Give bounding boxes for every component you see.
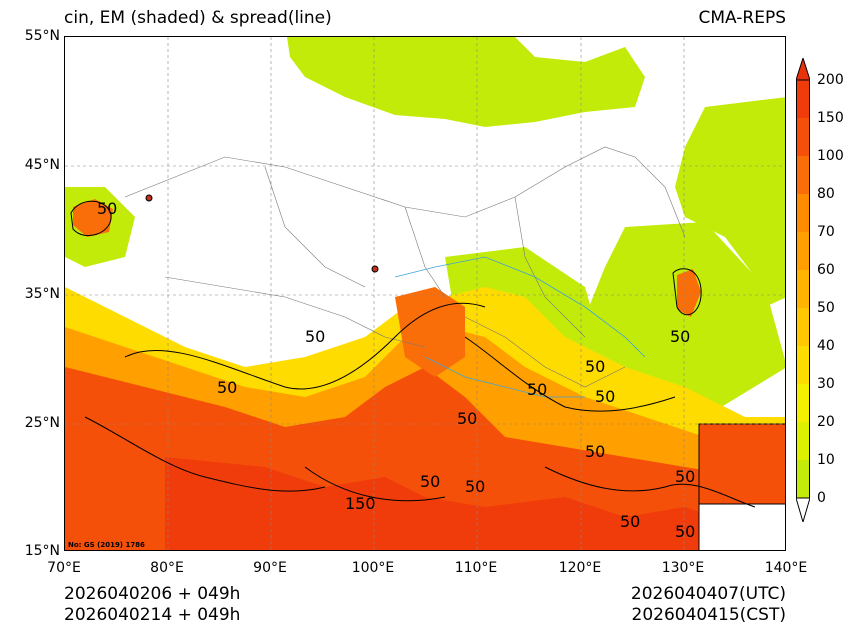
init-time-utc: 2026040206 + 049h (64, 584, 241, 604)
colorbar-band (796, 422, 810, 461)
contour-label: 50 (585, 357, 605, 376)
contour-label: 50 (675, 522, 695, 541)
contour-label: 50 (675, 467, 695, 486)
contour-label: 50 (620, 512, 640, 531)
map-panel[interactable]: 50 50 50 50 50 50 50 50 50 50 50 150 50 … (64, 36, 786, 551)
lon-label-110: 110°E (454, 560, 498, 576)
map-title: cin, EM (shaded) & spread(line) (64, 8, 332, 28)
cin-shade-korea (677, 269, 701, 317)
init-time-cst: 2026040214 + 049h (64, 605, 241, 625)
cin-shade-sea (585, 222, 785, 417)
colorbar-band (796, 80, 810, 119)
lat-label-15: 15°N (24, 543, 60, 559)
colorbar-tick-label: 60 (817, 262, 835, 278)
colorbar-under-arrow (796, 497, 810, 522)
valid-time-cst: 2026040415(CST) (631, 605, 786, 625)
inset-frame (698, 423, 785, 505)
colorbar-band (796, 232, 810, 271)
graticule (65, 37, 785, 550)
colorbar-tick-label: 30 (817, 376, 835, 392)
colorbar-band (796, 118, 810, 157)
lat-label-45: 45°N (24, 157, 60, 173)
colorbar-band (796, 384, 810, 423)
cin-shade-tianshan (73, 199, 113, 237)
station-marker (145, 194, 153, 202)
colorbar-tick-label: 10 (817, 452, 835, 468)
contour-label: 50 (585, 442, 605, 461)
colorbar-tick-label: 100 (817, 148, 844, 164)
colorbar-band (796, 270, 810, 309)
colorbar-tick-label: 70 (817, 224, 835, 240)
lat-label-25: 25°N (24, 415, 60, 431)
colorbar-band (796, 460, 810, 499)
lon-label-80: 80°E (150, 560, 184, 576)
lon-label-120: 120°E (558, 560, 602, 576)
rivers (394, 256, 646, 398)
colorbar-tick-label: 20 (817, 414, 835, 430)
colorbar-band (796, 346, 810, 385)
contour-label: 50 (420, 472, 440, 491)
contour-label: 50 (305, 327, 325, 346)
contour-label: 50 (97, 199, 117, 218)
colorbar-tick-label: 150 (817, 110, 844, 126)
model-name: CMA-REPS (698, 8, 786, 28)
colorbar-over-arrow (796, 58, 810, 81)
lat-label-55: 55°N (24, 28, 60, 44)
cin-shade-sichuan (395, 287, 465, 377)
colorbar-tick-label: 200 (817, 72, 844, 88)
colorbar-tick-label: 0 (817, 490, 826, 506)
map-copyright: No: GS (2019) 1786 (68, 541, 145, 549)
map-canvas: 50 50 50 50 50 50 50 50 50 50 50 150 50 … (65, 37, 785, 550)
spread-contours (70, 200, 756, 508)
lon-label-70: 70°E (47, 560, 81, 576)
lon-label-90: 90°E (253, 560, 287, 576)
colorbar-tick-label: 80 (817, 186, 835, 202)
inset-lower (698, 503, 785, 550)
lon-label-130: 130°E (661, 560, 705, 576)
contour-label: 50 (217, 378, 237, 397)
colorbar (796, 58, 810, 522)
colorbar-band (796, 194, 810, 233)
colorbar-band (796, 308, 810, 347)
cin-shade-northeast (675, 97, 785, 307)
colorbar-band (796, 156, 810, 195)
lon-label-100: 100°E (351, 560, 395, 576)
lon-label-140: 140°E (764, 560, 808, 576)
contour-label: 50 (465, 477, 485, 496)
contour-label: 50 (670, 327, 690, 346)
cin-shade-south-deepred (165, 457, 785, 550)
contour-label: 150 (345, 494, 376, 513)
contour-label: 50 (595, 387, 615, 406)
cin-shade-north (287, 37, 645, 127)
contour-label: 50 (527, 380, 547, 399)
lat-label-35: 35°N (24, 286, 60, 302)
colorbar-tick-label: 50 (817, 300, 835, 316)
station-marker (371, 265, 379, 273)
colorbar-tick-label: 40 (817, 338, 835, 354)
contour-label: 50 (457, 409, 477, 428)
valid-time-utc: 2026040407(UTC) (630, 584, 786, 604)
